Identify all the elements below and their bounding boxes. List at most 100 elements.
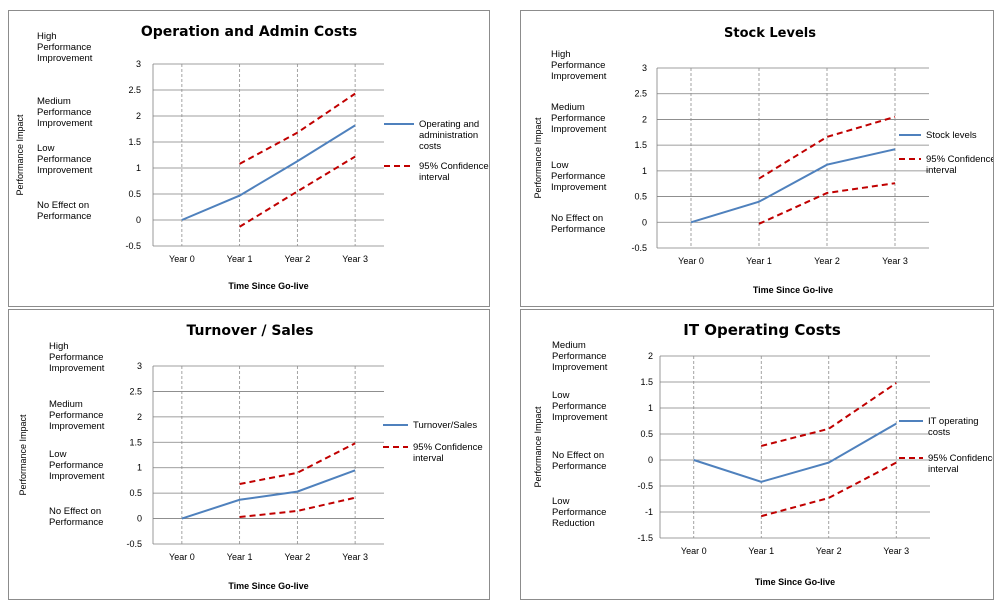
x-tick-label: Year 3 [882,256,908,266]
chart-svg: Stock Levels -0.5 0 0.5 1 1.5 2 2.5 3 Year 0 Year … [533,26,993,295]
legend-label: Stock levels [926,130,977,141]
y-tick-label: 2 [642,114,647,124]
y-tick-label: 2.5 [128,85,141,95]
y-tick-label: 1 [136,163,141,173]
chart-panel-operation-admin-costs: Operation and Admin Costs -0.5 0 0.5 1 1.5 2 2.… [8,10,490,307]
x-tick-label: Year 2 [285,254,311,264]
performance-category-label: Medium Performance Improvement [552,340,608,373]
chart-title: Turnover / Sales [186,323,313,339]
x-tick-label: Year 3 [342,552,368,562]
y-tick-label: 2.5 [634,89,647,99]
legend-label: 95% Confidence interval [413,442,483,464]
y-tick-label: -1.5 [637,533,653,543]
performance-category-label: Medium Performance Improvement [49,399,105,432]
y-axis-label: Performance Impact [15,114,25,196]
y-tick-label: 3 [136,59,141,69]
chart-panel-turnover-sales: Turnover / Sales -0.5 0 0.5 1 1.5 2 2.5 3 Year 0 Y… [8,309,490,600]
y-tick-label: -0.5 [126,539,142,549]
series-line-confidence [760,461,897,518]
y-tick-label: 1 [648,403,653,413]
x-tick-label: Year 3 [883,546,909,556]
y-tick-label: 1.5 [634,140,647,150]
y-tick-label: -1 [645,507,653,517]
y-tick-label: 0.5 [129,488,142,498]
series-line-confidence [758,182,896,225]
y-tick-label: 2.5 [129,386,142,396]
chart-title: IT Operating Costs [683,321,841,339]
performance-category-label: Low Performance Improvement [37,143,93,176]
series-line-estimate [181,469,356,520]
series-line-confidence [761,382,897,447]
y-tick-label: -0.5 [125,241,141,251]
x-tick-label: Year 0 [681,546,707,556]
chart-panel-stock-levels: Stock Levels -0.5 0 0.5 1 1.5 2 2.5 3 Year 0 Year … [520,10,994,307]
y-tick-label: 2 [137,412,142,422]
y-tick-label: 2 [648,351,653,361]
performance-category-label: Low Performance Improvement [49,449,105,482]
x-tick-label: Year 2 [285,552,311,562]
y-tick-label: 0 [648,455,653,465]
x-tick-label: Year 1 [227,552,253,562]
series-line-confidence [239,442,356,485]
legend-label: 95% Confidence interval [926,154,993,176]
performance-category-label: No Effect on Performance [552,450,606,472]
x-axis-label: Time Since Go-live [228,581,308,591]
performance-category-label: High Performance Improvement [37,31,93,64]
x-tick-label: Year 0 [678,256,704,266]
x-tick-label: Year 1 [748,546,774,556]
legend-label: 95% Confidence interval [928,453,993,475]
y-tick-label: 1.5 [640,377,653,387]
y-tick-label: -0.5 [631,243,647,253]
chart-title: Operation and Admin Costs [141,24,357,40]
legend-label: 95% Confidence interval [419,161,489,183]
chart-title: Stock Levels [724,26,816,41]
legend-label: Turnover/Sales [413,420,477,431]
chart-svg: Turnover / Sales -0.5 0 0.5 1 1.5 2 2.5 3 Year 0 Y… [18,323,483,591]
y-axis-label: Performance Impact [533,117,543,199]
chart-panel-it-operating-costs: IT Operating Costs -1.5 -1 -0.5 0 0.5 1 1.5 2 Yea… [520,309,994,600]
y-tick-label: 1.5 [128,137,141,147]
performance-category-label: No Effect on Performance [49,506,103,528]
x-tick-label: Year 1 [746,256,772,266]
y-tick-label: 3 [137,361,142,371]
y-axis-label: Performance Impact [18,414,28,496]
series-line-estimate [690,148,896,224]
series-line-estimate [693,422,897,483]
y-tick-label: 2 [136,111,141,121]
performance-category-label: Low Performance Reduction [552,496,606,529]
y-tick-label: 0 [136,215,141,225]
y-tick-label: 0 [137,514,142,524]
y-tick-label: 0.5 [128,189,141,199]
performance-category-label: Low Performance Improvement [551,160,607,193]
performance-category-label: Medium Performance Improvement [37,96,93,129]
y-tick-label: 3 [642,63,647,73]
chart-svg: Operation and Admin Costs -0.5 0 0.5 1 1.5 2 2.… [15,24,489,291]
performance-category-label: No Effect on Performance [37,200,91,222]
y-tick-label: 1.5 [129,437,142,447]
x-tick-label: Year 0 [169,552,195,562]
y-tick-label: 1 [642,166,647,176]
y-tick-label: 1 [137,463,142,473]
legend-label: IT operating costs [928,416,979,438]
x-tick-label: Year 2 [816,546,842,556]
x-axis-label: Time Since Go-live [753,285,833,295]
y-axis-label: Performance Impact [533,406,543,488]
y-tick-label: 0.5 [634,192,647,202]
x-axis-label: Time Since Go-live [755,577,835,587]
series-line-confidence [239,92,356,165]
x-tick-label: Year 0 [169,254,195,264]
series-line-estimate [181,124,356,221]
x-axis-label: Time Since Go-live [228,281,308,291]
y-tick-label: 0 [642,217,647,227]
y-tick-label: 0.5 [640,429,653,439]
series-line-confidence [239,155,356,228]
legend-label: Operating and administration costs [419,119,479,152]
performance-category-label: High Performance Improvement [551,49,607,82]
performance-category-label: High Performance Improvement [49,341,105,374]
chart-svg: IT Operating Costs -1.5 -1 -0.5 0 0.5 1 1.5 2 Yea… [533,321,993,587]
x-tick-label: Year 2 [814,256,840,266]
performance-category-label: Medium Performance Improvement [551,102,607,135]
x-tick-label: Year 1 [227,254,253,264]
y-tick-label: -0.5 [637,481,653,491]
performance-category-label: No Effect on Performance [551,213,605,235]
